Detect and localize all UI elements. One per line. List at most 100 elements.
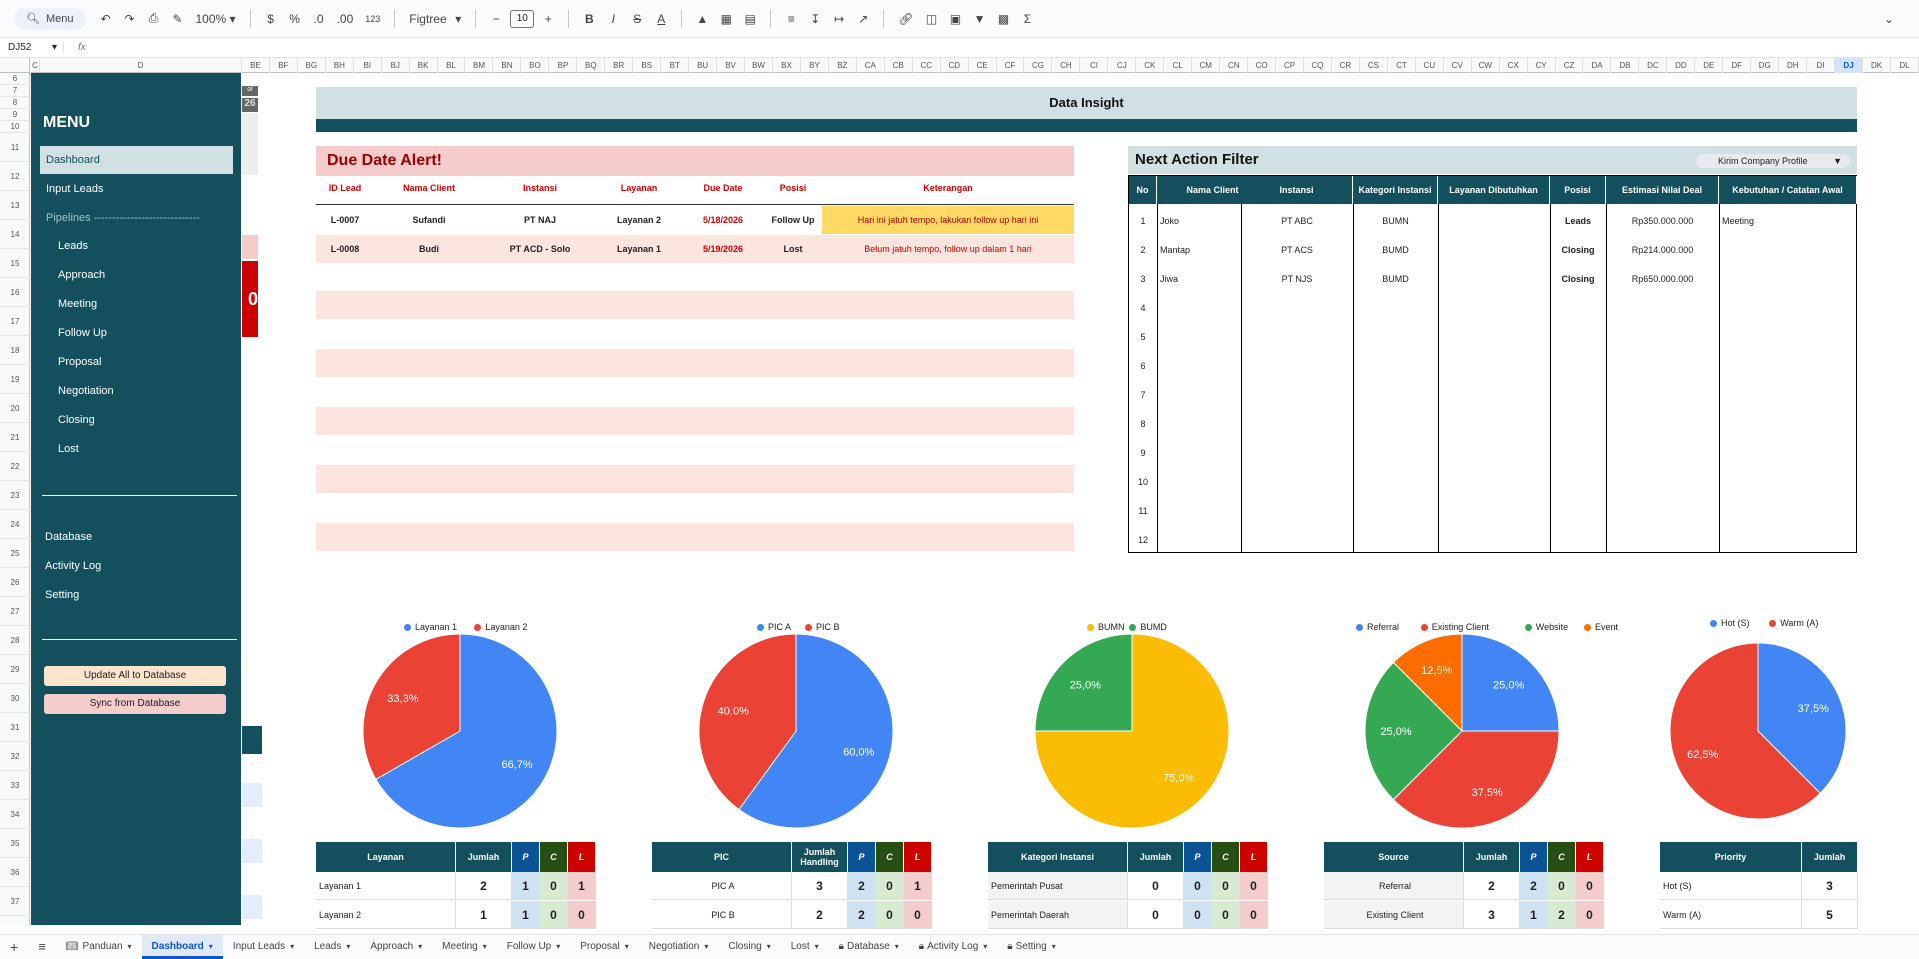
select-all-corner[interactable] [0, 58, 30, 73]
column-header-cell[interactable]: CM [1192, 58, 1221, 73]
row-header-cell[interactable]: 36 [0, 858, 30, 887]
column-header-cell[interactable]: BF [270, 58, 298, 73]
strikethrough-icon[interactable]: S [633, 11, 642, 26]
column-header-cell[interactable]: CK [1136, 58, 1165, 73]
column-header-cell[interactable]: DJ [1835, 58, 1863, 73]
sidebar-item-meeting[interactable]: Meeting [58, 298, 98, 310]
sidebar-item-dashboard[interactable]: Dashboard [40, 146, 233, 174]
column-header-cell[interactable]: BE [242, 58, 270, 73]
column-header-cell[interactable]: DG [1751, 58, 1780, 73]
column-header-cell[interactable]: DH [1779, 58, 1808, 73]
update-all-button[interactable]: Update All to Database [44, 666, 226, 686]
link-icon[interactable]: 🔗︎ [898, 11, 914, 26]
row-header-cell[interactable]: 26 [0, 568, 30, 597]
tab-negotiation[interactable]: Negotiation ▾ [639, 935, 719, 959]
chart-icon[interactable]: ▣ [949, 11, 962, 26]
row-header-cell[interactable]: 16 [0, 278, 30, 307]
column-header-cell[interactable]: BQ [577, 58, 606, 73]
column-header-cell[interactable]: BS [633, 58, 662, 73]
column-header-cell[interactable]: BU [689, 58, 718, 73]
row-header-cell[interactable]: 17 [0, 307, 30, 336]
row-header-cell[interactable]: 24 [0, 510, 30, 539]
tab-setting[interactable]: 🔒︎ Setting ▾ [997, 935, 1065, 959]
tab-panduan[interactable]: 📖︎ Panduan ▾ [56, 935, 142, 959]
paint-format-icon[interactable]: ✎ [172, 11, 183, 26]
tab-dashboard[interactable]: Dashboard ▾ [141, 934, 223, 959]
column-header-cell[interactable]: DL [1891, 58, 1919, 73]
add-sheet-icon[interactable]: + [10, 938, 19, 955]
row-header-cell[interactable]: 23 [0, 481, 30, 510]
sidebar-item-database[interactable]: Database [45, 531, 93, 543]
column-header-cell[interactable]: DD [1668, 58, 1696, 73]
column-header-cell[interactable]: DB [1612, 58, 1640, 73]
sidebar-item-input-leads[interactable]: Input Leads [46, 183, 104, 195]
row-header-cell[interactable]: 7 [0, 85, 30, 97]
filter-icon[interactable]: ▼ [973, 11, 986, 26]
horizontal-align-icon[interactable]: ≡ [787, 11, 795, 26]
sync-database-button[interactable]: Sync from Database [44, 694, 226, 714]
column-header-cell[interactable]: CS [1360, 58, 1388, 73]
column-header-cell[interactable]: CL [1164, 58, 1193, 73]
column-header-cell[interactable]: BM [466, 58, 494, 73]
text-wrap-icon[interactable]: ↦ [834, 11, 845, 26]
column-header-cell[interactable]: CT [1388, 58, 1416, 73]
row-header-cell[interactable]: 27 [0, 597, 30, 626]
row-header-cell[interactable]: 11 [0, 133, 30, 162]
menu-search[interactable]: 🔍︎ Menu [14, 7, 86, 30]
row-header-cell[interactable]: 30 [0, 684, 30, 713]
row-header-cell[interactable]: 10 [0, 121, 30, 133]
currency-button[interactable]: $ [267, 11, 274, 26]
column-header-cell[interactable]: CE [969, 58, 997, 73]
column-header-cell[interactable]: CP [1276, 58, 1304, 73]
row-header-cell[interactable]: 35 [0, 829, 30, 858]
column-header-cell[interactable]: BT [661, 58, 690, 73]
sidebar-item-negotiation[interactable]: Negotiation [58, 385, 114, 397]
column-header-cell[interactable]: BX [773, 58, 801, 73]
tab-approach[interactable]: Approach ▾ [360, 935, 432, 959]
decrease-decimal-button[interactable]: .0 [313, 11, 324, 26]
column-header-cell[interactable]: D [40, 58, 242, 73]
functions-icon[interactable]: Σ [1023, 11, 1032, 26]
all-sheets-icon[interactable]: ≡ [38, 938, 46, 954]
vertical-align-icon[interactable]: ↧ [810, 11, 821, 26]
column-header-cell[interactable]: CA [857, 58, 885, 73]
column-header-cell[interactable]: CC [913, 58, 941, 73]
font-size-increase-button[interactable]: + [544, 11, 552, 26]
column-header-cell[interactable]: CH [1053, 58, 1081, 73]
column-header-cell[interactable]: BK [410, 58, 438, 73]
column-header-cell[interactable]: BG [298, 58, 326, 73]
undo-icon[interactable]: ↶ [100, 11, 111, 26]
column-header-cell[interactable]: CF [997, 58, 1025, 73]
tab-activity-log[interactable]: 🔒︎ Activity Log ▾ [909, 935, 997, 959]
column-header-cell[interactable]: DC [1640, 58, 1668, 73]
column-header-cell[interactable]: CO [1248, 58, 1277, 73]
row-header-cell[interactable]: 22 [0, 452, 30, 481]
column-header-cell[interactable]: DK [1863, 58, 1891, 73]
sidebar-item-proposal[interactable]: Proposal [58, 356, 102, 368]
row-header-cell[interactable]: 31 [0, 713, 30, 742]
borders-icon[interactable]: ▦ [720, 11, 732, 26]
row-header-cell[interactable]: 32 [0, 742, 30, 771]
font-select[interactable]: Figtree ▾ [409, 11, 462, 26]
column-header-cell[interactable]: CD [941, 58, 969, 73]
column-header-cell[interactable]: CW [1472, 58, 1500, 73]
column-header-cell[interactable]: CG [1025, 58, 1053, 73]
sidebar-item-setting[interactable]: Setting [45, 589, 80, 601]
column-header-cell[interactable]: CB [885, 58, 913, 73]
column-header-cell[interactable]: CZ [1556, 58, 1584, 73]
italic-icon[interactable]: I [611, 11, 615, 26]
column-header-cell[interactable]: BZ [829, 58, 857, 73]
column-header-cell[interactable]: BJ [382, 58, 410, 73]
row-header-cell[interactable]: 13 [0, 191, 30, 220]
row-header-cell[interactable]: 20 [0, 394, 30, 423]
column-header-cell[interactable]: C [31, 58, 40, 73]
column-header-cell[interactable]: CV [1444, 58, 1472, 73]
row-header-cell[interactable]: 25 [0, 539, 30, 568]
column-header-cell[interactable]: DF [1723, 58, 1752, 73]
column-header-cell[interactable]: DA [1584, 58, 1612, 73]
redo-icon[interactable]: ↷ [124, 11, 135, 26]
row-header-cell[interactable]: 33 [0, 771, 30, 800]
zoom-select[interactable]: 100% ▾ [195, 11, 236, 26]
row-header-cell[interactable]: 21 [0, 423, 30, 452]
column-header-cell[interactable]: BY [801, 58, 829, 73]
